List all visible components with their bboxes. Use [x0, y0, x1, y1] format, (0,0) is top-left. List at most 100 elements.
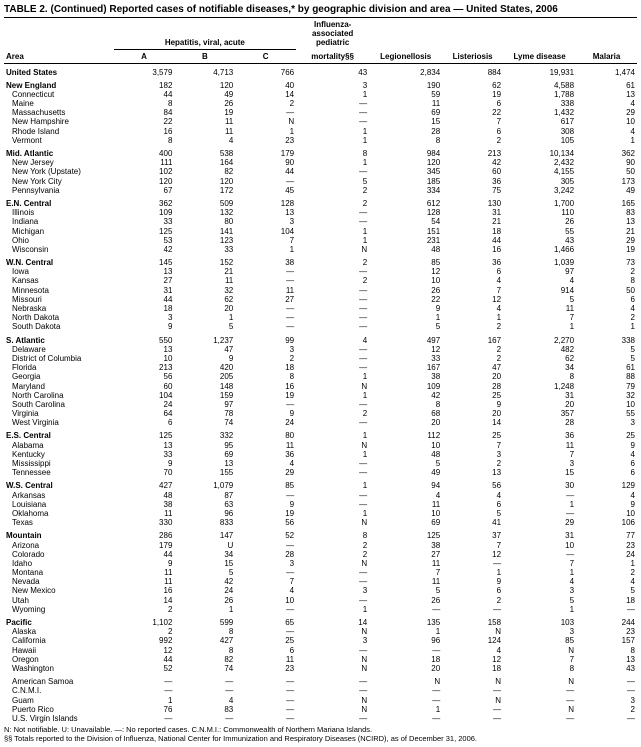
- data-cell: 1: [442, 313, 503, 322]
- data-cell: 24: [235, 418, 296, 427]
- data-cell: 1: [296, 158, 369, 167]
- data-cell: 5: [442, 509, 503, 518]
- data-cell: —: [296, 686, 369, 695]
- area-cell: New York City: [4, 177, 114, 186]
- data-cell: 25: [442, 427, 503, 440]
- data-cell: 6: [442, 267, 503, 276]
- col-a: A: [114, 49, 175, 63]
- data-cell: 19: [174, 108, 235, 117]
- data-cell: 14: [296, 614, 369, 627]
- col-legionellosis: Legionellosis: [369, 18, 442, 64]
- data-cell: 16: [114, 127, 175, 136]
- area-cell: Texas: [4, 518, 114, 527]
- data-cell: 3: [296, 636, 369, 645]
- data-cell: 21: [576, 227, 637, 236]
- data-cell: 96: [174, 509, 235, 518]
- data-cell: 3: [503, 586, 576, 595]
- data-cell: 42: [114, 245, 175, 254]
- data-cell: 36: [503, 427, 576, 440]
- table-row: Wisconsin42331N48161,46619: [4, 245, 637, 254]
- data-cell: 2: [442, 459, 503, 468]
- data-cell: 82: [174, 167, 235, 176]
- data-cell: 3: [235, 217, 296, 226]
- data-cell: 73: [576, 254, 637, 267]
- data-cell: 132: [174, 208, 235, 217]
- data-cell: 29: [576, 236, 637, 245]
- data-cell: 6: [442, 127, 503, 136]
- area-cell: Montana: [4, 568, 114, 577]
- data-cell: 97: [174, 400, 235, 409]
- data-cell: 36: [442, 254, 503, 267]
- data-cell: 1: [296, 127, 369, 136]
- data-cell: —: [369, 696, 442, 705]
- table-row: Guam14—N—N—3: [4, 696, 637, 705]
- data-cell: 2: [296, 409, 369, 418]
- data-cell: 190: [369, 77, 442, 90]
- data-cell: 7: [369, 568, 442, 577]
- area-cell: Puerto Rico: [4, 705, 114, 714]
- data-cell: 23: [576, 541, 637, 550]
- data-cell: —: [296, 400, 369, 409]
- data-cell: 3: [296, 586, 369, 595]
- data-cell: —: [369, 686, 442, 695]
- data-cell: 155: [174, 468, 235, 477]
- data-cell: 109: [114, 208, 175, 217]
- table-row: Iowa1321——126972: [4, 267, 637, 276]
- data-cell: 120: [369, 158, 442, 167]
- data-cell: 69: [174, 450, 235, 459]
- data-cell: 5: [174, 568, 235, 577]
- data-cell: 52: [114, 664, 175, 673]
- data-cell: 3: [235, 559, 296, 568]
- table-row: District of Columbia1092—332625: [4, 354, 637, 363]
- data-cell: 5: [576, 354, 637, 363]
- data-cell: 1: [503, 322, 576, 331]
- table-row: Arizona179U—23871023: [4, 541, 637, 550]
- data-cell: 3: [503, 459, 576, 468]
- data-cell: —: [503, 686, 576, 695]
- data-cell: 125: [114, 227, 175, 236]
- data-cell: 8: [576, 646, 637, 655]
- data-cell: 10: [235, 596, 296, 605]
- data-cell: 617: [503, 117, 576, 126]
- data-cell: 5: [369, 322, 442, 331]
- data-cell: 1: [369, 705, 442, 714]
- area-cell: Tennessee: [4, 468, 114, 477]
- data-cell: 11: [369, 559, 442, 568]
- data-cell: 15: [503, 468, 576, 477]
- data-cell: 28: [442, 382, 503, 391]
- data-cell: —: [442, 705, 503, 714]
- data-cell: 10: [576, 400, 637, 409]
- table-row: C.N.M.I.————————: [4, 686, 637, 695]
- data-cell: 145: [114, 254, 175, 267]
- table-row: Nebraska1820——94114: [4, 304, 637, 313]
- data-cell: 61: [576, 77, 637, 90]
- area-cell: U.S. Virgin Islands: [4, 714, 114, 723]
- area-cell: Alaska: [4, 627, 114, 636]
- area-cell: Idaho: [4, 559, 114, 568]
- data-cell: 3: [576, 418, 637, 427]
- data-cell: 29: [576, 108, 637, 117]
- area-cell: Iowa: [4, 267, 114, 276]
- data-cell: 10: [369, 509, 442, 518]
- area-cell: Vermont: [4, 136, 114, 145]
- data-cell: 85: [369, 254, 442, 267]
- data-cell: 213: [114, 363, 175, 372]
- data-cell: 984: [369, 145, 442, 158]
- data-cell: —: [296, 345, 369, 354]
- data-cell: 16: [442, 245, 503, 254]
- data-cell: 3: [442, 450, 503, 459]
- data-cell: 80: [174, 217, 235, 226]
- area-cell: New England: [4, 77, 114, 90]
- area-cell: New Jersey: [4, 158, 114, 167]
- data-cell: 12: [369, 267, 442, 276]
- data-cell: 4: [576, 491, 637, 500]
- data-cell: 3: [114, 313, 175, 322]
- data-cell: 1: [576, 322, 637, 331]
- data-cell: —: [369, 646, 442, 655]
- data-cell: 11: [503, 441, 576, 450]
- data-cell: 427: [174, 636, 235, 645]
- data-cell: 1,102: [114, 614, 175, 627]
- area-cell: Louisiana: [4, 500, 114, 509]
- data-cell: 41: [442, 518, 503, 527]
- data-cell: 21: [174, 267, 235, 276]
